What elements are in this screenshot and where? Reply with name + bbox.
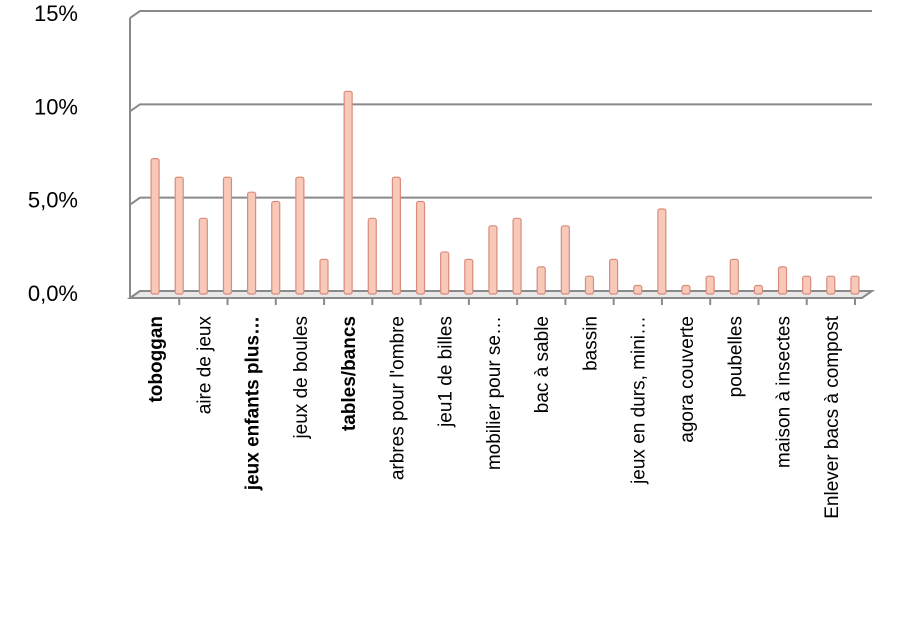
gridline <box>129 10 872 19</box>
x-tick-label: agora couverte <box>677 316 698 443</box>
x-tick-label: jeu1 de billes <box>436 316 457 428</box>
x-tick-label: aire de jeux <box>194 316 215 415</box>
bar <box>729 258 739 295</box>
bar <box>681 284 691 295</box>
bar <box>440 251 450 295</box>
x-tick-label: jeux de boules <box>291 316 312 440</box>
bars <box>150 90 860 295</box>
bar <box>295 176 305 295</box>
bar <box>705 275 715 295</box>
bar <box>488 225 498 295</box>
x-axis-ticks: toboggan aire de jeux jeux enfants plus… je… <box>146 315 843 518</box>
y-tick-label: 0,0% <box>28 281 78 306</box>
bar <box>777 266 788 295</box>
bar <box>319 258 329 295</box>
bar <box>512 217 522 295</box>
axes <box>126 18 876 305</box>
bar <box>343 90 353 295</box>
y-tick-label: 15% <box>34 1 78 26</box>
x-tick-label: arbres pour l'ombre <box>387 316 408 480</box>
gridline <box>129 196 872 206</box>
x-tick-label: bassin <box>580 316 601 371</box>
bar <box>464 258 474 295</box>
x-tick-label: tables/bancs <box>339 316 360 431</box>
bar <box>560 225 570 295</box>
x-tick-label: mobilier pour se… <box>484 316 505 470</box>
bar <box>222 176 233 295</box>
x-tick-label: maison à insectes <box>774 316 795 468</box>
bar <box>657 208 667 295</box>
bar <box>415 200 426 295</box>
bar <box>584 275 595 295</box>
bar <box>536 266 546 295</box>
bar <box>802 275 812 295</box>
y-tick-label: 10% <box>34 94 78 119</box>
bar <box>826 275 836 295</box>
bar <box>247 191 257 295</box>
x-tick-label: poubelles <box>725 316 746 397</box>
bar <box>608 258 619 295</box>
gridlines <box>129 10 872 299</box>
x-tick-label: toboggan <box>146 316 167 403</box>
bar <box>271 200 281 295</box>
y-tick-label: 5,0% <box>28 188 78 213</box>
bar <box>367 217 377 295</box>
bar <box>391 176 401 295</box>
bar <box>850 275 860 295</box>
x-tick-label: Enlever bacs à compost <box>822 315 843 518</box>
bar <box>174 176 184 295</box>
x-tick-label: bac à sable <box>532 316 553 413</box>
bar <box>753 284 764 295</box>
y-axis-ticks: 0,0% 5,0% 10% 15% <box>28 1 78 306</box>
bar <box>633 284 643 295</box>
bar <box>150 158 160 295</box>
gridline <box>129 103 872 113</box>
x-tick-label: jeux en durs, mini… <box>629 316 650 485</box>
x-tick-label: jeux enfants plus… <box>243 316 264 491</box>
bar <box>198 217 208 295</box>
